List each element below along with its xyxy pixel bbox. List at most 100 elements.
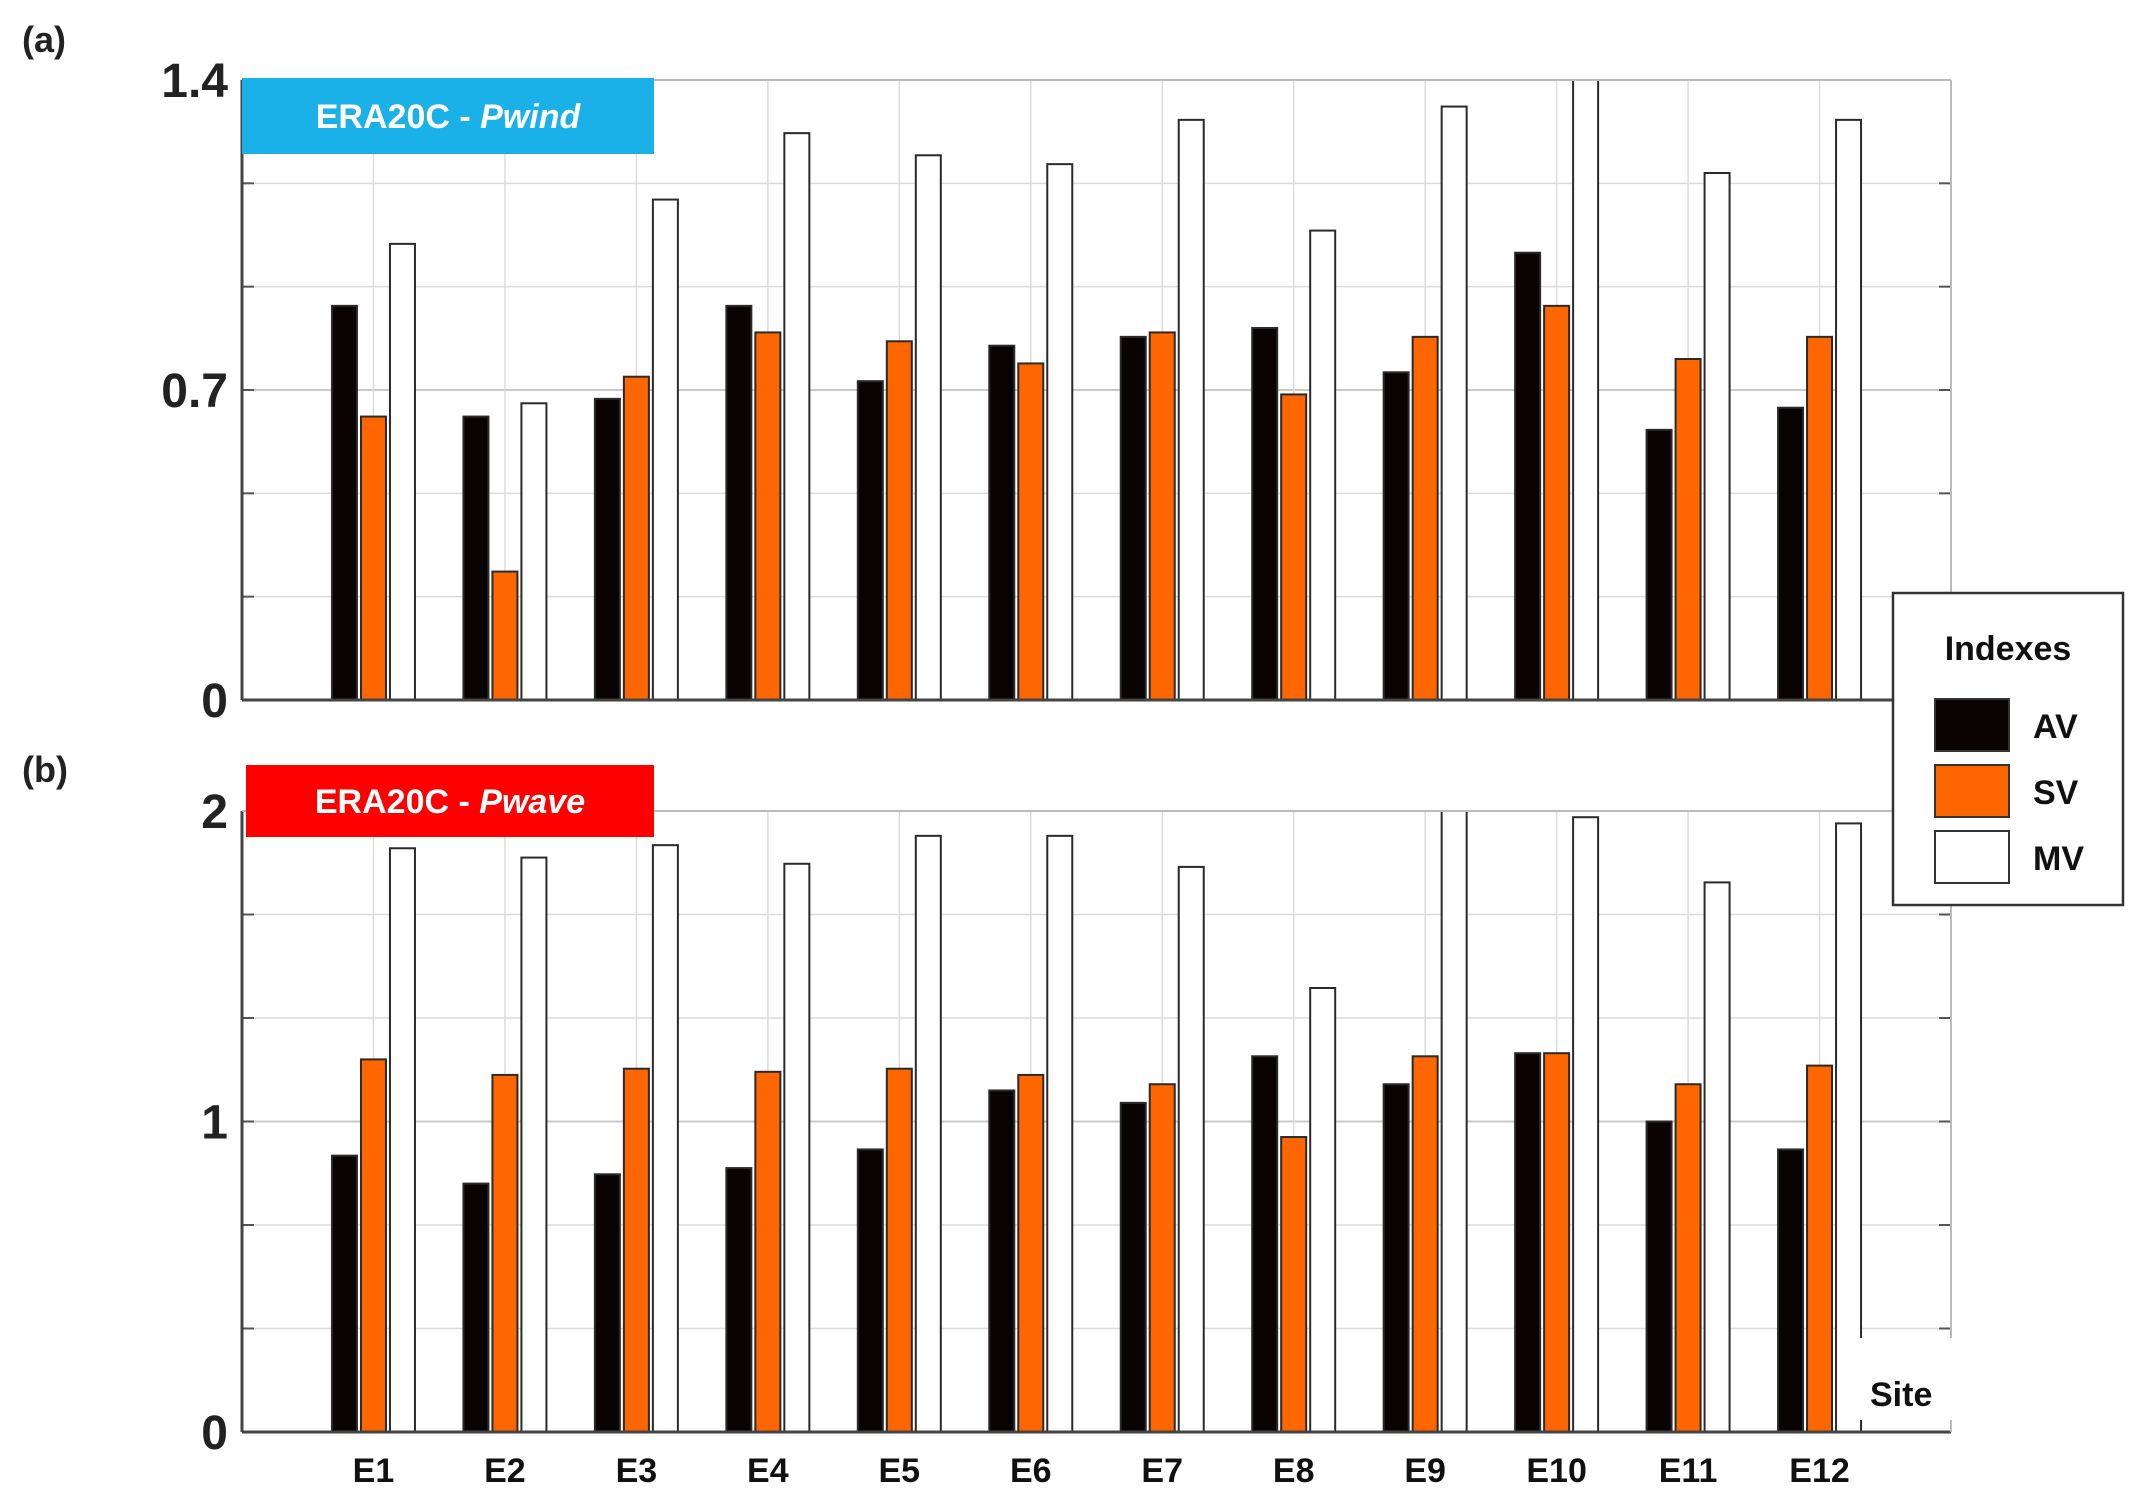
bar-mv-e2 (520, 856, 548, 1433)
bar-av-e10 (1514, 1052, 1542, 1433)
bar-mv-e12 (1835, 822, 1863, 1433)
bar-mv-e9 (1440, 105, 1468, 702)
bar-mv-e11 (1703, 172, 1731, 701)
y-tick-label: 0 (201, 1407, 228, 1460)
bar-av-e9 (1382, 371, 1410, 701)
bar-mv-e4 (783, 132, 811, 701)
bar-mv-e5 (914, 834, 942, 1433)
bar-sv-e7 (1148, 1083, 1176, 1433)
xlabel-box (1858, 1338, 1958, 1420)
bar-sv-e6 (1017, 1073, 1045, 1434)
x-tick-label: E1 (353, 1452, 395, 1490)
y-tick-label: 2 (201, 786, 228, 839)
legend-label-mv: MV (2033, 840, 2084, 878)
panel-a-wind: (a) 0 0.7 1.4 ERA20C - Pwind (22, 19, 1952, 728)
bar-sv-e5 (885, 340, 913, 701)
bar-mv-e10 (1572, 816, 1600, 1433)
bar-av-e12 (1777, 406, 1805, 701)
bar-av-e12 (1777, 1148, 1805, 1433)
bar-mv-e3 (651, 198, 679, 701)
bar-av-e1 (330, 304, 358, 701)
legend-label-av: AV (2033, 708, 2078, 746)
legend-title: Indexes (1945, 630, 2072, 668)
bar-av-e8 (1251, 1055, 1279, 1434)
bar-av-e6 (988, 344, 1016, 701)
bar-sv-e4 (754, 331, 782, 701)
bar-sv-e12 (1806, 1064, 1834, 1433)
bar-av-e7 (1119, 1101, 1147, 1433)
bar-mv-e9 (1440, 810, 1468, 1433)
bar-sv-e12 (1806, 335, 1834, 701)
bar-mv-e3 (651, 844, 679, 1433)
bar-sv-e11 (1674, 1083, 1702, 1433)
bar-sv-e1 (359, 1058, 387, 1434)
bar-sv-e11 (1674, 358, 1702, 701)
x-tick-label: E9 (1404, 1452, 1446, 1490)
bar-mv-e4 (783, 862, 811, 1433)
bar-av-e5 (856, 1148, 884, 1433)
bar-mv-e10 (1572, 79, 1600, 701)
bar-sv-e9 (1411, 1055, 1439, 1434)
x-tick-label: E2 (484, 1452, 526, 1490)
legend-label-sv: SV (2033, 774, 2079, 812)
bar-av-e4 (725, 1167, 753, 1433)
bar-av-e6 (988, 1089, 1016, 1433)
bar-sv-e9 (1411, 335, 1439, 701)
x-tick-label: E5 (879, 1452, 921, 1490)
bar-mv-e5 (914, 154, 942, 702)
bar-mv-e8 (1309, 986, 1337, 1433)
y-tick-label: 1.4 (161, 55, 228, 108)
bar-sv-e10 (1543, 1052, 1571, 1433)
bar-sv-e4 (754, 1070, 782, 1433)
x-tick-label: E7 (1141, 1452, 1183, 1490)
x-axis-label: Site (1870, 1376, 1932, 1414)
panel-title-box (246, 765, 654, 837)
x-tick-label: E8 (1273, 1452, 1315, 1490)
bar-mv-e1 (388, 847, 416, 1433)
bar-sv-e6 (1017, 362, 1045, 701)
panel-title-box (242, 78, 654, 154)
bar-sv-e2 (491, 1073, 519, 1434)
x-tick-label: E11 (1659, 1452, 1718, 1490)
bar-av-e1 (330, 1154, 358, 1434)
bar-av-e11 (1645, 428, 1673, 701)
bar-av-e11 (1645, 1120, 1673, 1433)
panel-label: (a) (22, 19, 66, 60)
bar-av-e2 (462, 1182, 490, 1433)
legend-swatch-av (1934, 698, 2010, 752)
bar-sv-e2 (491, 570, 519, 701)
bar-av-e3 (593, 1173, 621, 1434)
bar-sv-e3 (622, 375, 650, 701)
panel-label: (b) (22, 749, 68, 790)
bar-av-e5 (856, 380, 884, 701)
bar-av-e7 (1119, 335, 1147, 701)
bar-av-e10 (1514, 251, 1542, 701)
bar-sv-e5 (885, 1067, 913, 1433)
x-tick-label: E4 (747, 1452, 789, 1490)
bar-mv-e1 (388, 242, 416, 701)
legend-swatch-sv (1934, 764, 2010, 818)
bar-mv-e7 (1177, 865, 1205, 1433)
panel-title: ERA20C - Pwind (316, 98, 582, 136)
x-tick-label: E3 (616, 1452, 658, 1490)
bar-mv-e2 (520, 402, 548, 701)
plot-area (240, 79, 1952, 702)
bar-mv-e12 (1835, 118, 1863, 702)
bar-mv-e6 (1046, 163, 1074, 701)
bar-sv-e8 (1280, 1136, 1308, 1434)
legend-swatch-mv (1934, 830, 2010, 884)
bar-sv-e1 (359, 415, 387, 701)
bar-mv-e8 (1309, 229, 1337, 701)
bar-sv-e7 (1148, 331, 1176, 701)
plot-area (240, 810, 1952, 1434)
bar-av-e9 (1382, 1083, 1410, 1433)
x-tick-label: E10 (1526, 1452, 1587, 1490)
bar-sv-e8 (1280, 393, 1308, 701)
bar-av-e3 (593, 397, 621, 701)
legend: Indexes AV SV MV (1891, 591, 2125, 907)
x-tick-label: E6 (1010, 1452, 1052, 1490)
bar-mv-e6 (1046, 834, 1074, 1433)
bar-av-e4 (725, 304, 753, 701)
bar-av-e8 (1251, 327, 1279, 701)
